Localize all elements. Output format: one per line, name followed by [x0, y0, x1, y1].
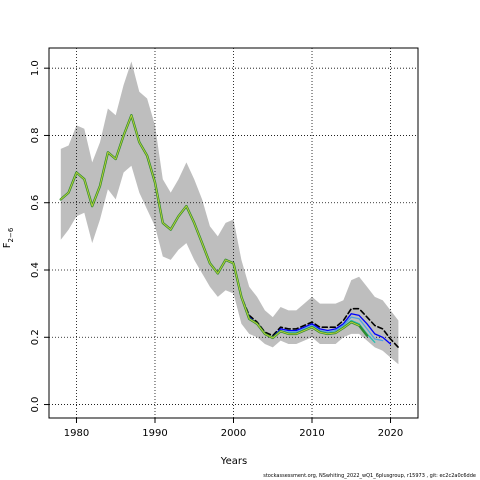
series-lines — [59, 114, 400, 349]
y-axis-title: F2−6 — [2, 227, 15, 248]
x-tick-label-0: 1980 — [64, 428, 89, 439]
y-tick-label-1: 0.2 — [30, 329, 41, 345]
y-tick-label-3: 0.6 — [30, 195, 41, 211]
confidence-band-area — [60, 61, 399, 365]
series-line-5 — [60, 114, 360, 339]
x-tick-label-4: 2020 — [378, 428, 403, 439]
x-tick-label-3: 2010 — [299, 428, 324, 439]
x-axis-title: Years — [220, 456, 247, 467]
y-axis-title-main: F — [2, 242, 13, 248]
footer-caption: stockassessment.org, NSwhiting_2022_wQ1_… — [263, 473, 476, 479]
confidence-band — [60, 61, 399, 365]
axes: 1980 1990 2000 2010 2020 0.0 0.2 0.4 0.6 0.8 1.0 — [30, 60, 403, 439]
y-tick-label-2: 0.4 — [30, 262, 41, 278]
y-tick-label-0: 0.0 — [30, 397, 41, 413]
x-tick-label-1: 1990 — [142, 428, 167, 439]
y-tick-label-4: 0.8 — [30, 128, 41, 144]
y-axis-title-sub: 2−6 — [7, 227, 15, 242]
x-tick-label-2: 2000 — [221, 428, 246, 439]
y-tick-label-5: 1.0 — [30, 60, 41, 76]
